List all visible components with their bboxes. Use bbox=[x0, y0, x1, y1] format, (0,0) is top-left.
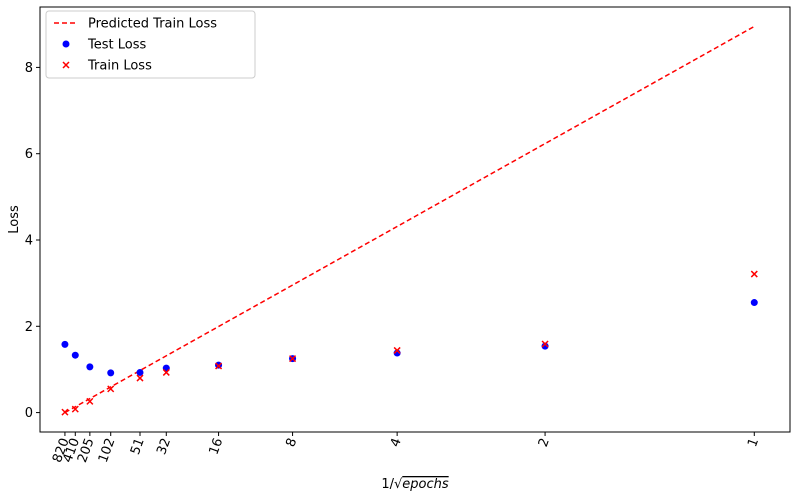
train-loss-point bbox=[541, 340, 549, 348]
x-axis-label-var: epochs bbox=[402, 477, 449, 492]
train-loss-point bbox=[107, 385, 115, 393]
x-tick-label: 16 bbox=[207, 436, 227, 457]
legend-box bbox=[45, 10, 256, 79]
x-axis-label-prefix: 1/ bbox=[381, 477, 394, 492]
y-tick-label: 0 bbox=[25, 406, 33, 421]
test-loss-point bbox=[136, 368, 144, 376]
train-loss-point bbox=[136, 374, 144, 382]
y-axis-label: Loss bbox=[7, 205, 22, 234]
x-tick-label: 2 bbox=[536, 436, 553, 449]
plot-layer bbox=[61, 25, 758, 416]
train-loss-point bbox=[215, 362, 223, 370]
legend-x-swatch bbox=[62, 61, 70, 69]
test-loss-point bbox=[61, 340, 69, 348]
y-tick-label: 8 bbox=[25, 61, 33, 76]
x-tick-label: 8 bbox=[283, 436, 300, 449]
x-axis-label: 1/√epochs bbox=[381, 477, 449, 492]
train-loss-point bbox=[393, 346, 401, 354]
test-loss-point bbox=[86, 363, 94, 371]
train-loss-point bbox=[86, 397, 94, 405]
test-loss-point bbox=[750, 299, 758, 307]
y-tick-label: 2 bbox=[25, 320, 33, 335]
train-loss-point bbox=[750, 270, 758, 278]
train-loss-point bbox=[71, 405, 79, 413]
y-tick-label: 4 bbox=[25, 233, 33, 248]
x-tick-label: 32 bbox=[154, 436, 174, 457]
sqrt-symbol: √ bbox=[394, 477, 403, 492]
train-loss-point bbox=[162, 368, 170, 376]
x-tick-label: 51 bbox=[128, 436, 148, 457]
legend: Predicted Train Loss Test Loss Train Loss bbox=[45, 10, 256, 79]
legend-circle-swatch bbox=[62, 40, 70, 48]
train-loss-point bbox=[289, 355, 297, 363]
y-tick-label: 6 bbox=[25, 147, 33, 162]
test-loss-point bbox=[541, 342, 549, 350]
test-loss-point bbox=[71, 351, 79, 359]
plot-frame bbox=[39, 6, 791, 433]
legend-entry-label: Train Loss bbox=[87, 59, 152, 74]
legend-entry-label: Predicted Train Loss bbox=[88, 17, 217, 32]
x-tick-label: 1 bbox=[745, 436, 762, 449]
predicted-train-loss-line bbox=[64, 25, 755, 414]
train-loss-point bbox=[61, 408, 69, 416]
x-tick-label: 4 bbox=[388, 436, 405, 449]
x-tick-label: 102 bbox=[96, 436, 119, 464]
y-axis: 0 2 4 6 8 bbox=[25, 61, 40, 421]
legend-entry-label: Test Loss bbox=[87, 38, 146, 53]
test-loss-point bbox=[107, 369, 115, 377]
